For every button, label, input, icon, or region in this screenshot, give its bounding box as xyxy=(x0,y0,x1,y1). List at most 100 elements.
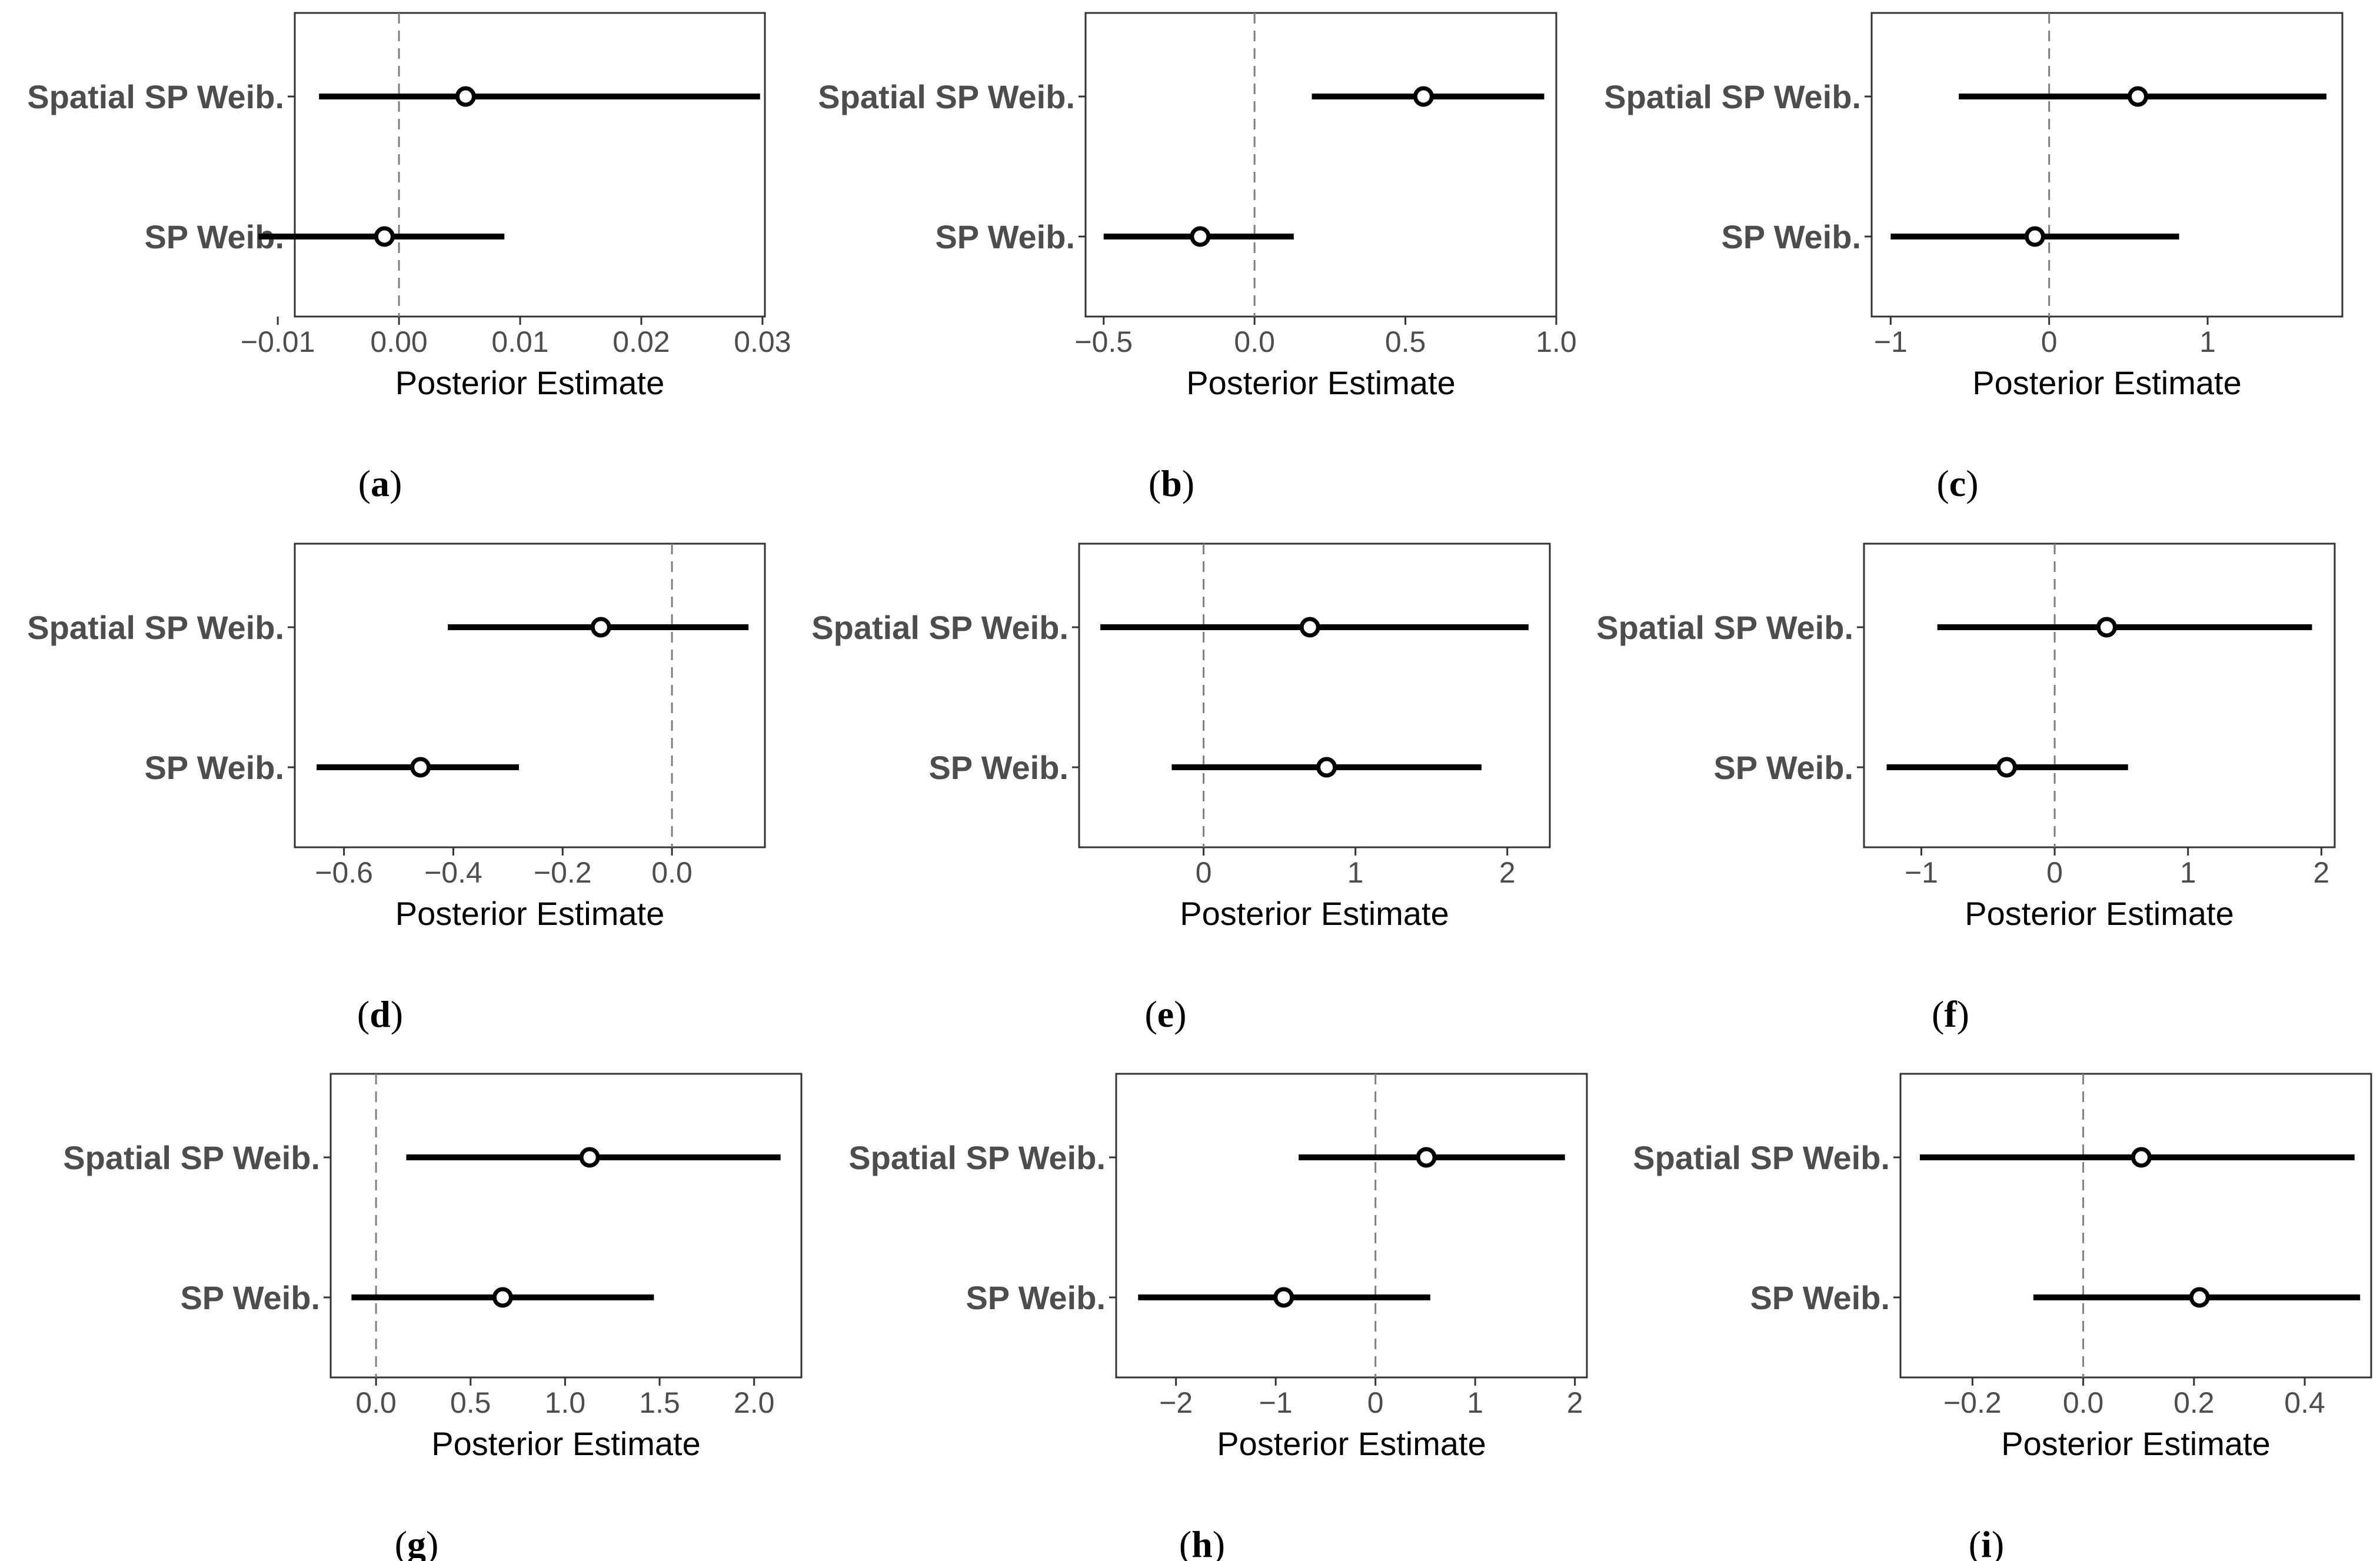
point-estimate xyxy=(2128,86,2149,107)
panel-letter: h xyxy=(1191,1523,1213,1561)
x-tick-label: 0.0 xyxy=(651,856,693,889)
x-axis-title: Posterior Estimate xyxy=(395,895,665,932)
category-label: Spatial SP Weib. xyxy=(27,609,284,646)
point-estimate xyxy=(2131,1147,2152,1168)
category-label: SP Weib. xyxy=(928,749,1068,786)
x-tick-label: 0.0 xyxy=(1234,325,1275,358)
plot-frame xyxy=(1115,1073,1588,1379)
category-label: SP Weib. xyxy=(1721,218,1861,255)
panel-caption: (e) xyxy=(1144,993,1186,1035)
point-estimate xyxy=(2024,226,2045,247)
x-tick-label: 0 xyxy=(1196,856,1212,889)
panel-letter: e xyxy=(1157,993,1174,1035)
x-axis-title: Posterior Estimate xyxy=(2001,1425,2271,1462)
x-tick-label: 2 xyxy=(1499,856,1516,889)
x-tick-label: 1 xyxy=(2180,856,2196,889)
point-estimate xyxy=(492,1287,513,1308)
x-tick-label: 0.4 xyxy=(2284,1386,2325,1419)
panel-d: Spatial SP Weib. SP Weib. −0.6 −0.4 −0.2 0.0 P… xyxy=(27,542,766,1035)
category-label: Spatial SP Weib. xyxy=(63,1139,320,1176)
x-tick-label: 2 xyxy=(1567,1386,1583,1419)
x-tick-label: 0.03 xyxy=(734,325,791,358)
category-label: Spatial SP Weib. xyxy=(1604,78,1861,115)
x-tick-label: 2.0 xyxy=(734,1386,775,1419)
x-axis-title: Posterior Estimate xyxy=(1217,1425,1486,1462)
panel-a: Spatial SP Weib.SP Weib.−0.01 0.00 0.01 0.0… xyxy=(27,12,791,504)
x-axis-title: Posterior Estimate xyxy=(431,1425,701,1462)
x-tick-label: 0.0 xyxy=(2063,1386,2104,1419)
panel-caption: (i) xyxy=(1969,1523,2004,1561)
x-tick-label: 0 xyxy=(1367,1386,1384,1419)
category-label: Spatial SP Weib. xyxy=(818,78,1075,115)
category-label: SP Weib. xyxy=(180,1279,320,1316)
plot-frame xyxy=(294,542,766,848)
point-estimate xyxy=(374,226,395,247)
x-tick-label: −1 xyxy=(1874,325,1908,358)
x-tick-label: −0.4 xyxy=(424,856,482,889)
x-tick-label: −1 xyxy=(1259,1386,1293,1419)
x-tick-label: −0.6 xyxy=(315,856,373,889)
x-tick-label: 0.00 xyxy=(370,325,427,358)
panel-g: Spatial SP Weib. SP Weib. 0.0 0.5 1.0 1.5 2.0 P… xyxy=(63,1073,803,1561)
x-tick-label: 1.5 xyxy=(639,1386,680,1419)
x-axis-title: Posterior Estimate xyxy=(1180,895,1449,932)
point-estimate xyxy=(1413,86,1434,107)
panel-letter: b xyxy=(1161,462,1182,504)
x-axis-title: Posterior Estimate xyxy=(1186,364,1456,401)
category-label: SP Weib. xyxy=(935,218,1075,255)
x-tick-label: 0.01 xyxy=(491,325,548,358)
point-estimate xyxy=(1190,226,1211,247)
x-tick-label: 1.0 xyxy=(545,1386,586,1419)
panel-i: Spatial SP Weib. SP Weib. −0.2 0.0 0.2 0.4 Pos… xyxy=(1633,1073,2372,1561)
category-label: Spatial SP Weib. xyxy=(811,609,1068,646)
panel-h: Spatial SP Weib. SP Weib. −2 −1 0 1 2 Posterior… xyxy=(848,1073,1588,1561)
plot-frame xyxy=(1084,12,1557,318)
x-tick-label: 0 xyxy=(2046,856,2063,889)
category-label: Spatial SP Weib. xyxy=(1633,1139,1890,1176)
category-label: SP Weib. xyxy=(1750,1279,1890,1316)
plot-frame xyxy=(1870,12,2344,318)
x-tick-label: 0.0 xyxy=(355,1386,397,1419)
x-tick-label: 0.5 xyxy=(1385,325,1426,358)
category-label: Spatial SP Weib. xyxy=(1596,609,1853,646)
panel-letter: d xyxy=(370,993,391,1035)
point-estimate xyxy=(1416,1147,1437,1168)
x-tick-label: 0.02 xyxy=(613,325,670,358)
panel-letter: i xyxy=(1981,1523,1992,1561)
x-tick-label: 1 xyxy=(2199,325,2216,358)
x-tick-label: −0.5 xyxy=(1074,325,1133,358)
panel-letter: a xyxy=(371,462,390,504)
point-estimate xyxy=(1273,1287,1294,1308)
panel-c: Spatial SP Weib. SP Weib. −1 0 1 Posterior Es… xyxy=(1604,12,2344,504)
category-label: Spatial SP Weib. xyxy=(848,1139,1106,1176)
category-label: Spatial SP Weib. xyxy=(27,78,284,115)
panel-caption: (b) xyxy=(1149,462,1194,504)
x-tick-label: −0.2 xyxy=(534,856,592,889)
panel-caption: (g) xyxy=(395,1523,439,1561)
plot-frame xyxy=(329,1073,803,1379)
x-tick-label: 1 xyxy=(1347,856,1364,889)
point-estimate xyxy=(579,1147,600,1168)
panel-caption: (f) xyxy=(1932,993,1969,1035)
x-tick-label: 1.0 xyxy=(1536,325,1577,358)
x-tick-label: −1 xyxy=(1905,856,1938,889)
x-axis-title: Posterior Estimate xyxy=(395,364,665,401)
x-axis-title: Posterior Estimate xyxy=(1972,364,2242,401)
panel-letter: f xyxy=(1944,993,1957,1035)
category-label: SP Weib. xyxy=(1713,749,1853,786)
point-estimate xyxy=(1299,617,1320,638)
panel-letter: c xyxy=(1949,462,1966,504)
point-estimate xyxy=(2096,617,2117,638)
point-estimate xyxy=(1996,757,2017,778)
point-estimate xyxy=(590,617,611,638)
x-tick-label: −0.2 xyxy=(1943,1386,2002,1419)
x-tick-label: −0.01 xyxy=(241,325,315,358)
point-estimate xyxy=(1316,757,1337,778)
x-axis-title: Posterior Estimate xyxy=(1965,895,2234,932)
point-estimate xyxy=(2189,1287,2210,1308)
panel-b: Spatial SP Weib. SP Weib. −0.5 0.0 0.5 1.0 Pos… xyxy=(818,12,1577,504)
category-label: SP Weib. xyxy=(144,749,284,786)
x-tick-label: 0.2 xyxy=(2173,1386,2215,1419)
x-tick-label: 2 xyxy=(2313,856,2329,889)
